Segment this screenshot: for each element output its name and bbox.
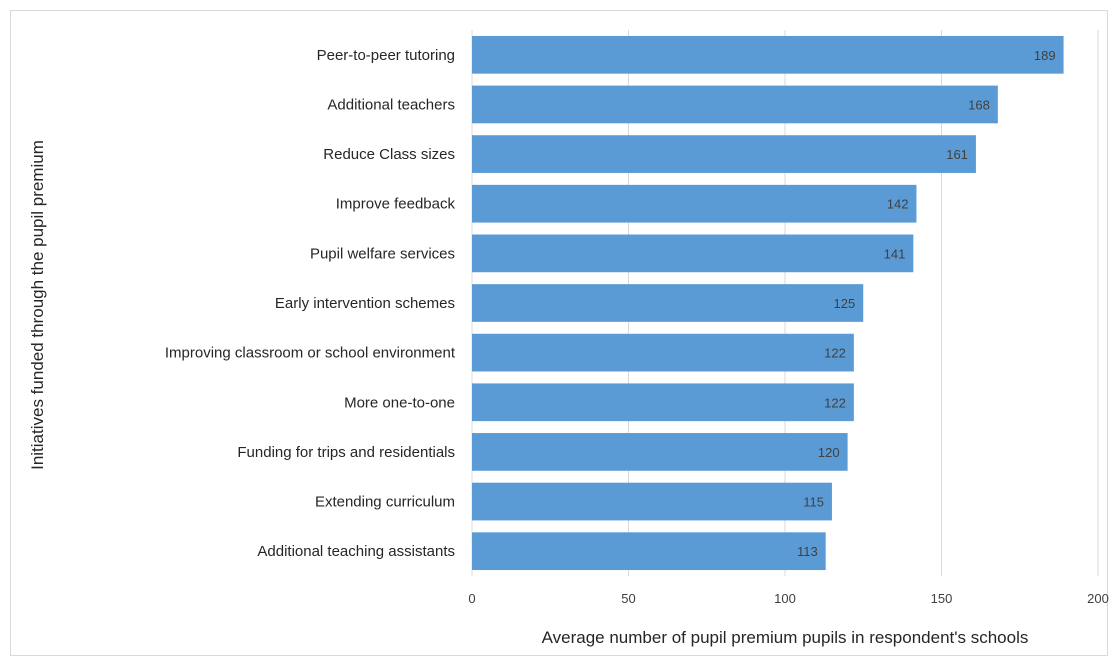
bar-4: [472, 234, 914, 273]
category-labels: Peer-to-peer tutoring Additional teachers…: [165, 47, 456, 560]
data-label-0: 189: [1034, 48, 1056, 63]
bar-5: [472, 284, 864, 322]
x-tick-labels: 0 50 100 150 200: [468, 591, 1108, 606]
data-label-8: 120: [818, 445, 840, 460]
data-label-10: 113: [797, 544, 818, 559]
x-tick-label-1: 50: [621, 591, 635, 606]
x-tick-label-2: 100: [774, 591, 796, 606]
data-label-2: 161: [946, 147, 968, 162]
x-tick-label-3: 150: [931, 591, 953, 606]
x-tick-label-0: 0: [468, 591, 475, 606]
bar-2: [472, 135, 976, 173]
bar-3: [472, 184, 917, 223]
bar-0: [472, 35, 1064, 74]
category-label-2: Reduce Class sizes: [323, 146, 455, 163]
bar-7: [472, 383, 854, 422]
category-label-4: Pupil welfare services: [310, 245, 455, 262]
y-axis-title: Initiatives funded through the pupil pre…: [28, 140, 47, 470]
data-label-1: 168: [968, 97, 990, 112]
bar-8: [472, 433, 848, 471]
category-label-3: Improve feedback: [336, 196, 456, 213]
category-label-0: Peer-to-peer tutoring: [317, 47, 455, 64]
data-label-6: 122: [824, 346, 846, 361]
bar-1: [472, 85, 998, 124]
category-label-8: Funding for trips and residentials: [237, 444, 455, 461]
x-tick-label-4: 200: [1087, 591, 1109, 606]
category-label-9: Extending curriculum: [315, 494, 455, 511]
data-label-3: 142: [887, 197, 909, 212]
data-label-7: 122: [824, 395, 846, 410]
bar-6: [472, 333, 854, 372]
data-label-5: 125: [834, 296, 856, 311]
bar-9: [472, 482, 832, 521]
x-axis-title: Average number of pupil premium pupils i…: [542, 628, 1029, 647]
category-label-1: Additional teachers: [327, 96, 455, 113]
bars: 189 168 161 142 141 125 122 122 120 115 113: [472, 35, 1064, 571]
data-label-9: 115: [803, 495, 824, 510]
bar-10: [472, 532, 826, 571]
category-label-5: Early intervention schemes: [275, 295, 455, 312]
category-label-10: Additional teaching assistants: [257, 543, 455, 560]
category-label-7: More one-to-one: [344, 394, 455, 411]
category-label-6: Improving classroom or school environmen…: [165, 345, 456, 362]
data-label-4: 141: [884, 246, 906, 261]
